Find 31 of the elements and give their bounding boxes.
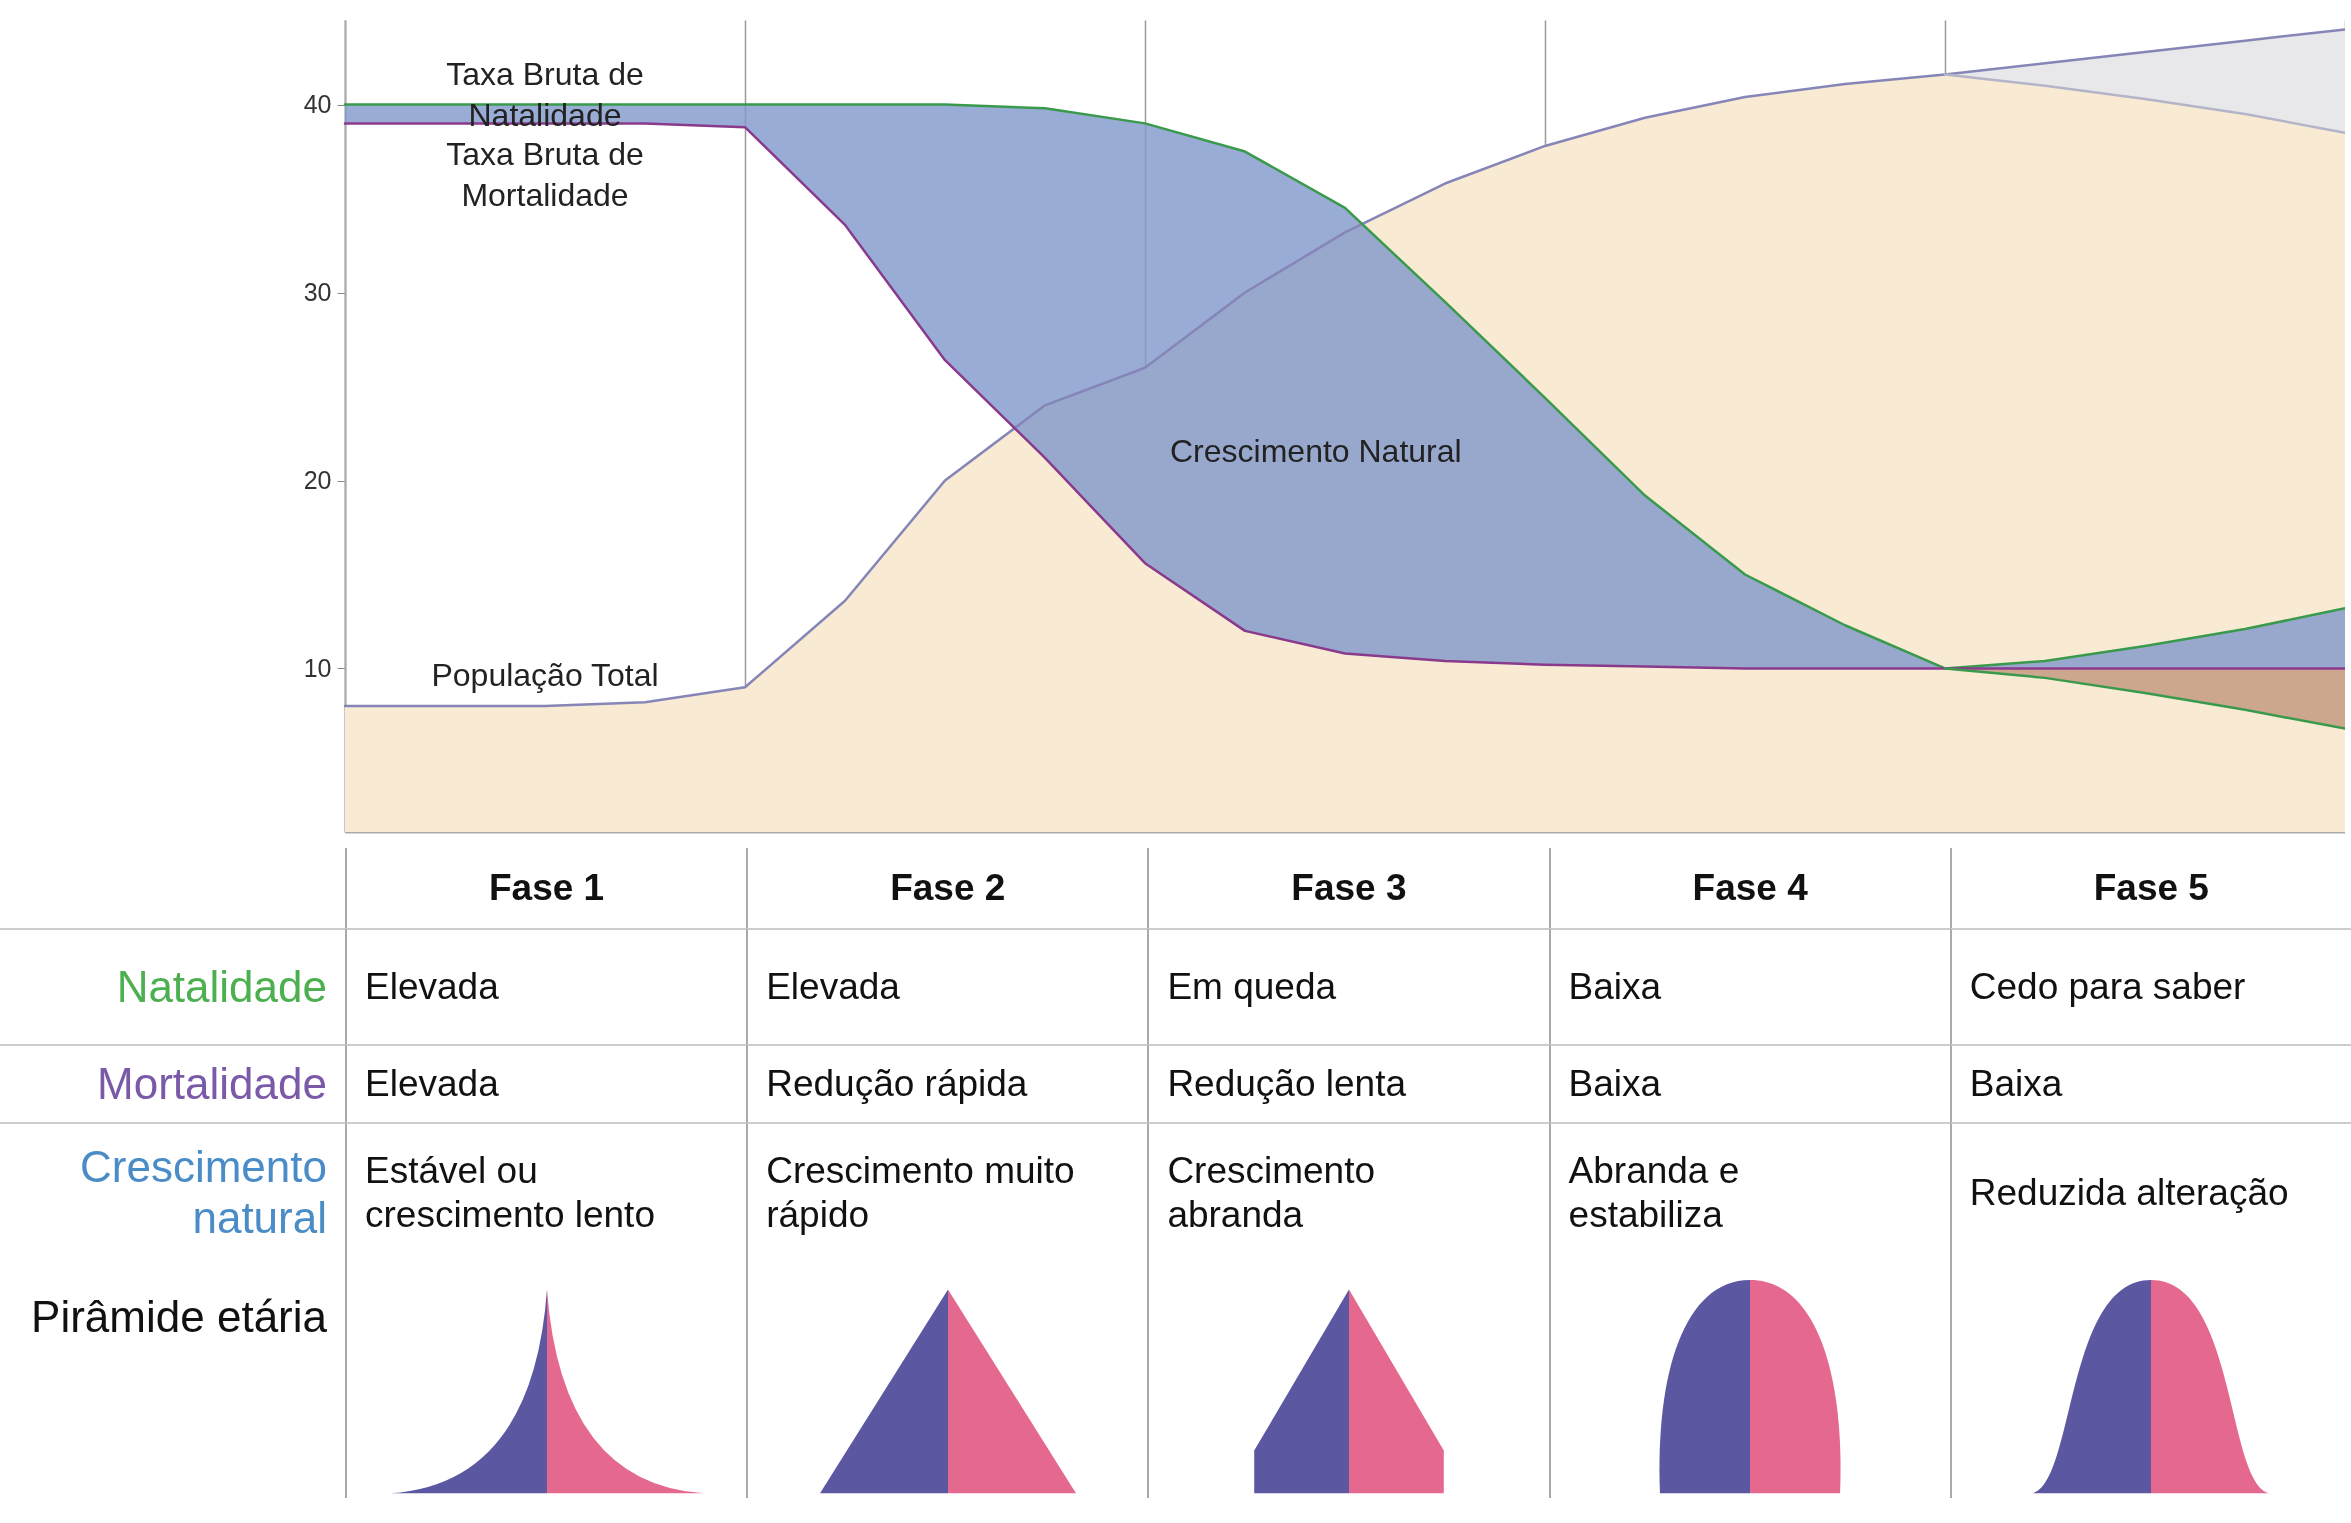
text: Elevada bbox=[746, 928, 1148, 1044]
y-tick-label: 10 bbox=[303, 653, 332, 682]
text: Redução rápida bbox=[746, 1044, 1148, 1122]
text: Crescimento abranda bbox=[1147, 1122, 1549, 1262]
text: Reduzida alteração bbox=[1949, 1122, 2351, 1262]
text: Mortalidade bbox=[0, 1044, 345, 1122]
text: Fase 5 bbox=[1949, 848, 2351, 928]
text: Baixa bbox=[1548, 928, 1950, 1044]
text: Fase 1 bbox=[345, 848, 747, 928]
y-tick-label: 40 bbox=[303, 90, 332, 119]
text: Abranda e estabiliza bbox=[1548, 1122, 1950, 1262]
text: Baixa bbox=[1548, 1044, 1950, 1122]
text: Fase 2 bbox=[746, 848, 1148, 928]
text: Baixa bbox=[1949, 1044, 2351, 1122]
text: Estável ou crescimento lento bbox=[345, 1122, 747, 1262]
text: Crescimento natural bbox=[0, 1122, 345, 1262]
text: Crescimento muito rápido bbox=[746, 1122, 1148, 1262]
text: Natalidade bbox=[0, 928, 345, 1044]
text: Em queda bbox=[1147, 928, 1549, 1044]
text: Pirâmide etária bbox=[30, 1291, 328, 1343]
text: Cedo para saber bbox=[1949, 928, 2351, 1044]
text: Fase 3 bbox=[1147, 848, 1549, 928]
text: Redução lenta bbox=[1147, 1044, 1549, 1122]
series-label: Taxa Bruta de Mortalidade bbox=[446, 136, 644, 214]
annotation: Crescimento Natural bbox=[1170, 433, 1462, 470]
text: Elevada bbox=[345, 928, 747, 1044]
y-tick-label: 20 bbox=[303, 466, 332, 495]
series-label: População Total bbox=[431, 657, 659, 694]
text: Fase 4 bbox=[1548, 848, 1950, 928]
text: Elevada bbox=[345, 1044, 747, 1122]
y-tick-label: 30 bbox=[303, 278, 332, 307]
